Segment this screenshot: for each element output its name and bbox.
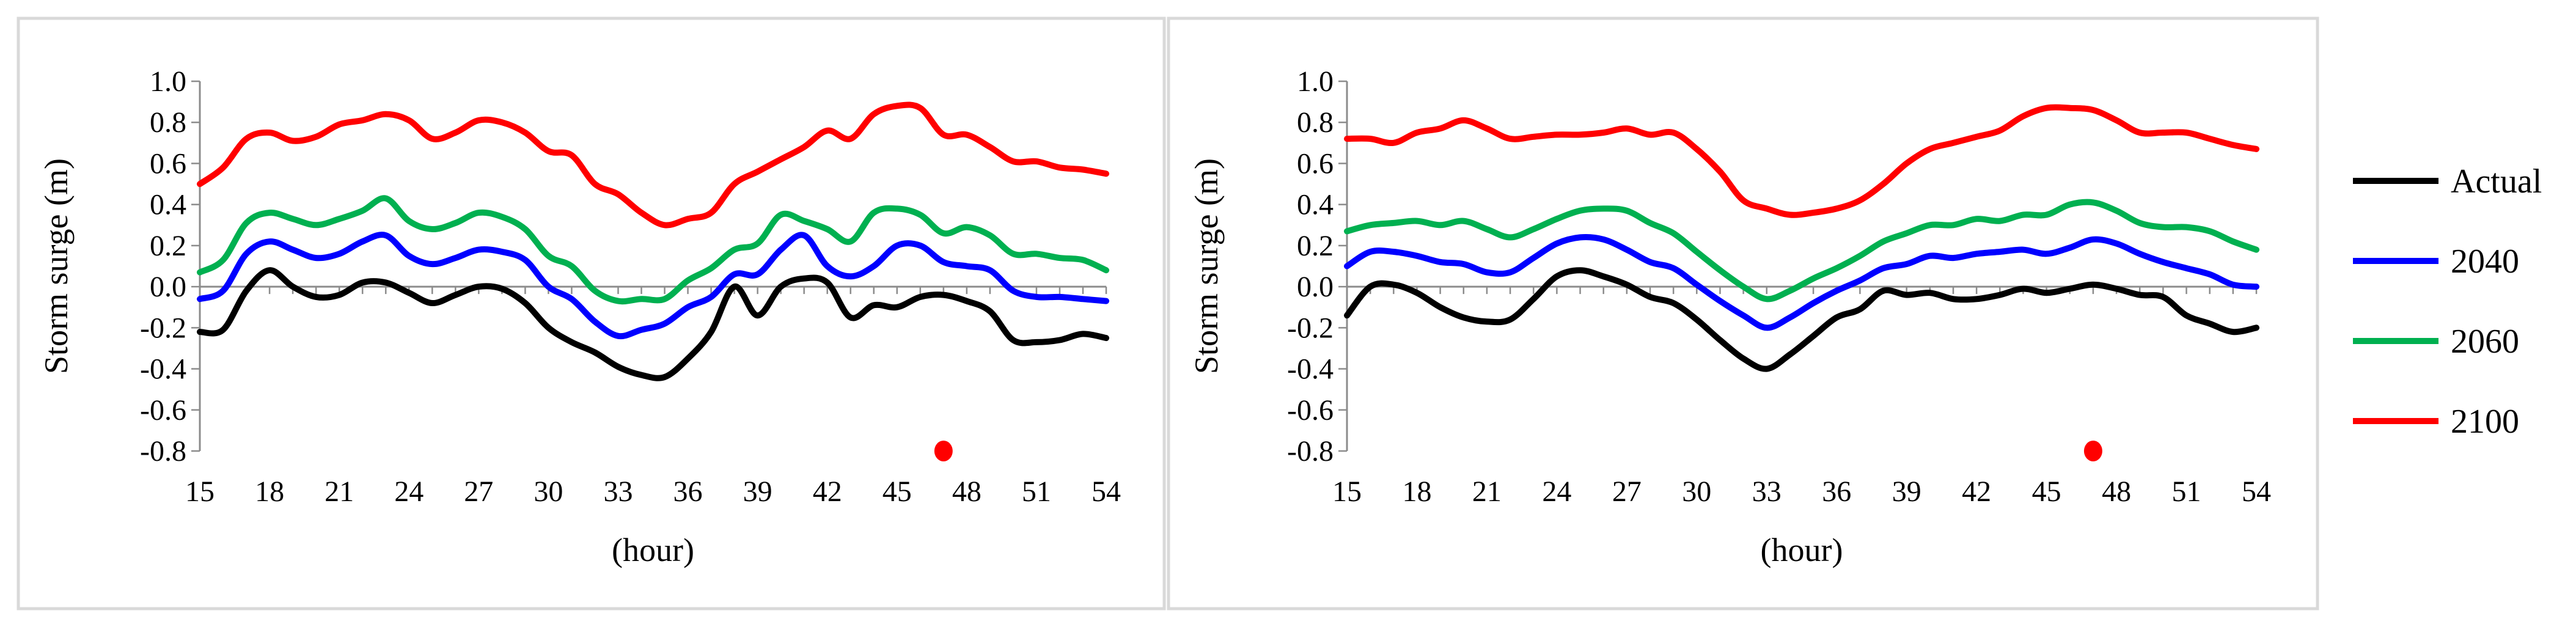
x-tick-label: 21 — [1472, 475, 1502, 508]
x-tick-label: 36 — [673, 475, 703, 508]
x-tick-label: 27 — [1612, 475, 1642, 508]
x-tick-label: 54 — [2242, 475, 2271, 508]
legend-item-actual: Actual — [2353, 163, 2542, 200]
y-tick-label: 0.4 — [150, 189, 186, 221]
legend-item-2040: 2040 — [2353, 243, 2519, 280]
x-tick-label: 33 — [603, 475, 633, 508]
red-marker-dot — [934, 441, 953, 461]
series-line-2040 — [1344, 233, 2259, 331]
y-tick-label: 0.2 — [150, 230, 186, 262]
y-tick-label: 0.8 — [150, 106, 186, 139]
series-line-actual — [1344, 267, 2259, 372]
y-tick-label: 0.6 — [150, 147, 186, 180]
x-tick-label: 18 — [1402, 475, 1431, 508]
x-tick-label: 24 — [1542, 475, 1571, 508]
x-tick-label: 42 — [1962, 475, 1991, 508]
y-tick-label: 0.4 — [1297, 189, 1334, 221]
x-tick-label: 51 — [1022, 475, 1051, 508]
x-tick-label: 15 — [185, 475, 215, 508]
y-tick-label: 1.0 — [150, 65, 186, 98]
x-axis-title: (hour) — [1761, 532, 1843, 568]
x-tick-label: 42 — [813, 475, 842, 508]
x-tick-label: 51 — [2172, 475, 2201, 508]
x-tick-label: 30 — [534, 475, 563, 508]
series-line-2100 — [1344, 104, 2259, 218]
x-tick-label: 21 — [325, 475, 354, 508]
legend-item-2100: 2100 — [2353, 403, 2519, 441]
left-panel-frame — [17, 16, 1166, 610]
x-tick-label: 48 — [952, 475, 982, 508]
y-tick-label: -0.8 — [140, 435, 186, 468]
x-tick-label: 15 — [1332, 475, 1362, 508]
series-line-actual — [197, 267, 1109, 381]
legend-label: 2100 — [2451, 403, 2519, 441]
y-tick-label: -0.4 — [1287, 353, 1334, 386]
y-tick-label: 1.0 — [1297, 65, 1334, 98]
y-tick-label: -0.2 — [140, 312, 186, 344]
legend-label: Actual — [2451, 163, 2542, 200]
y-tick-label: 0.6 — [1297, 147, 1334, 180]
chart-panel-2: 1.0 0.8 0.6 0.4 0.2 0.0 -0.2 -0.4 -0.6 -0.8 15 18 21… — [1188, 65, 2271, 568]
x-tick-label: 27 — [464, 475, 493, 508]
y-tick-label: -0.4 — [140, 353, 186, 386]
y-tick-label: -0.6 — [1287, 394, 1334, 427]
plots-layer: 1.0 0.8 0.6 0.4 0.2 0.0 -0.2 -0.4 -0.6 -0.8 15 18 21… — [38, 65, 2271, 568]
x-tick-label: 45 — [2032, 475, 2061, 508]
x-tick-label: 48 — [2102, 475, 2131, 508]
series-line-2040 — [197, 232, 1109, 340]
x-tick-label: 39 — [1892, 475, 1921, 508]
x-tick-label: 33 — [1752, 475, 1782, 508]
series-line-2060 — [1344, 199, 2259, 302]
x-tick-label: 39 — [743, 475, 772, 508]
legend-item-2060: 2060 — [2353, 323, 2519, 361]
y-tick-label: 0.0 — [150, 271, 186, 303]
x-tick-label: 30 — [1682, 475, 1711, 508]
x-tick-label: 45 — [883, 475, 912, 508]
series-line-2060 — [197, 195, 1109, 305]
red-marker-dot — [2083, 441, 2102, 461]
x-axis-title: (hour) — [612, 532, 694, 568]
y-tick-label: 0.0 — [1297, 271, 1334, 303]
y-axis-title: Storm surge (m) — [38, 158, 75, 374]
chart-panel-1: 1.0 0.8 0.6 0.4 0.2 0.0 -0.2 -0.4 -0.6 -0.8 15 18 21… — [38, 65, 1121, 568]
y-axis-title: Storm surge (m) — [1188, 158, 1225, 374]
series-line-2100 — [197, 101, 1109, 229]
x-tick-label: 18 — [255, 475, 284, 508]
x-tick-label: 54 — [1092, 475, 1121, 508]
legend-label: 2040 — [2451, 243, 2519, 280]
y-tick-label: -0.2 — [1287, 312, 1334, 344]
y-tick-label: -0.6 — [140, 394, 186, 427]
x-tick-label: 36 — [1822, 475, 1851, 508]
x-tick-label: 24 — [394, 475, 424, 508]
y-tick-label: 0.2 — [1297, 230, 1334, 262]
legend-label: 2060 — [2451, 323, 2519, 361]
y-tick-label: 0.8 — [1297, 106, 1334, 139]
legend: Actual 2040 2060 2100 — [2353, 163, 2542, 441]
y-tick-label: -0.8 — [1287, 435, 1334, 468]
